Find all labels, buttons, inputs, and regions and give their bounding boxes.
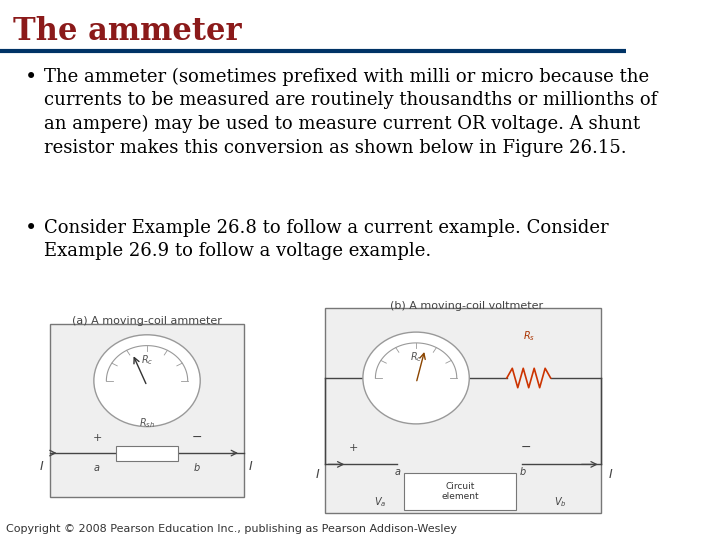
Text: Consider Example 26.8 to follow a current example. Consider
Example 26.9 to foll: Consider Example 26.8 to follow a curren… — [44, 219, 608, 260]
Text: Copyright © 2008 Pearson Education Inc., publishing as Pearson Addison-Wesley: Copyright © 2008 Pearson Education Inc.,… — [6, 523, 457, 534]
Text: b: b — [194, 463, 200, 474]
Text: I: I — [40, 460, 44, 473]
Circle shape — [94, 335, 200, 427]
Text: $V_a$: $V_a$ — [374, 495, 387, 509]
Circle shape — [363, 332, 469, 424]
Text: b: b — [519, 467, 526, 477]
Text: $R_c$: $R_c$ — [410, 350, 423, 365]
Text: a: a — [395, 467, 400, 477]
Text: +: + — [92, 433, 102, 443]
Text: $R_c$: $R_c$ — [141, 353, 153, 367]
FancyBboxPatch shape — [50, 324, 244, 497]
Text: (a) A moving-coil ammeter: (a) A moving-coil ammeter — [72, 316, 222, 326]
Text: $R_{sh}$: $R_{sh}$ — [139, 416, 155, 430]
Text: Circuit
element: Circuit element — [441, 482, 479, 501]
FancyBboxPatch shape — [116, 446, 179, 461]
Text: The ammeter: The ammeter — [12, 16, 241, 47]
Text: +: + — [348, 443, 359, 453]
Text: •: • — [25, 68, 37, 86]
Text: a: a — [94, 463, 100, 474]
Text: •: • — [25, 219, 37, 238]
Text: −: − — [521, 441, 531, 454]
FancyBboxPatch shape — [325, 308, 600, 513]
FancyBboxPatch shape — [404, 472, 516, 510]
Text: I: I — [316, 468, 320, 481]
Text: I: I — [608, 468, 612, 481]
Text: I: I — [248, 460, 252, 473]
Text: (b) A moving-coil voltmeter: (b) A moving-coil voltmeter — [390, 301, 543, 312]
Text: The ammeter (sometimes prefixed with milli or micro because the
currents to be m: The ammeter (sometimes prefixed with mil… — [44, 68, 657, 157]
Text: −: − — [192, 431, 202, 444]
Text: $R_s$: $R_s$ — [523, 329, 535, 343]
Text: $V_b$: $V_b$ — [554, 495, 567, 509]
